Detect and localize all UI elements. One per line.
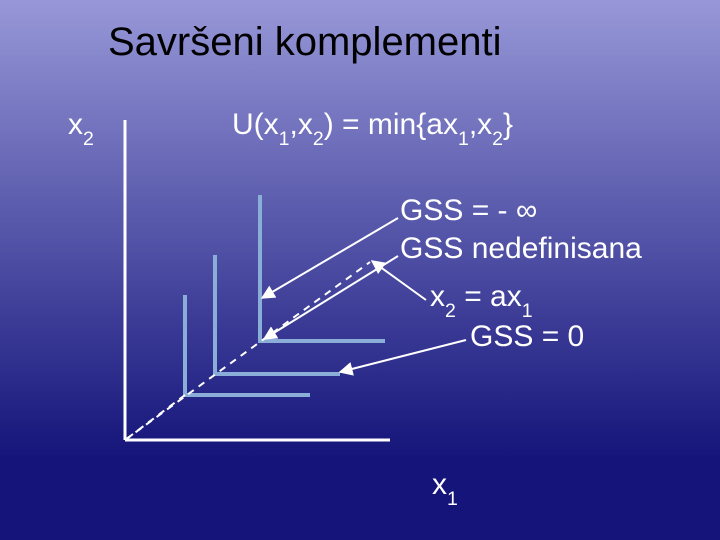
x-axis-label-base: x: [432, 468, 447, 501]
annotation-arrow: [372, 261, 426, 300]
annotation-arrow: [264, 256, 398, 339]
indifference-curve: [260, 195, 385, 341]
utility-equation: U(x1,x2) = min{ax1,x2}: [232, 108, 513, 147]
annotation-kink-line: x2 = ax1: [430, 280, 533, 319]
annotation-arrow: [262, 218, 398, 298]
slide-title: Savršeni komplementi: [108, 20, 502, 65]
y-axis-label: x2: [68, 108, 94, 147]
annotation-arrow: [340, 340, 466, 372]
x-axis-label-sub: 1: [447, 488, 458, 510]
indifference-curve: [185, 295, 310, 395]
diagram-svg: [0, 0, 720, 540]
x-axis-label: x1: [432, 468, 458, 507]
annotation-gss-undefined: GSS nedefinisana: [400, 232, 642, 266]
annotation-gss-zero: GSS = 0: [470, 320, 584, 354]
indifference-curve: [215, 255, 340, 374]
slide-root: Savršeni komplementi x2 x1 U(x1,x2) = mi…: [0, 0, 720, 540]
y-axis-label-base: x: [68, 108, 83, 141]
kink-ray-ext: [125, 395, 185, 440]
annotation-gss-neg-inf: GSS = - ∞: [400, 194, 537, 228]
y-axis-label-sub: 2: [83, 128, 94, 150]
